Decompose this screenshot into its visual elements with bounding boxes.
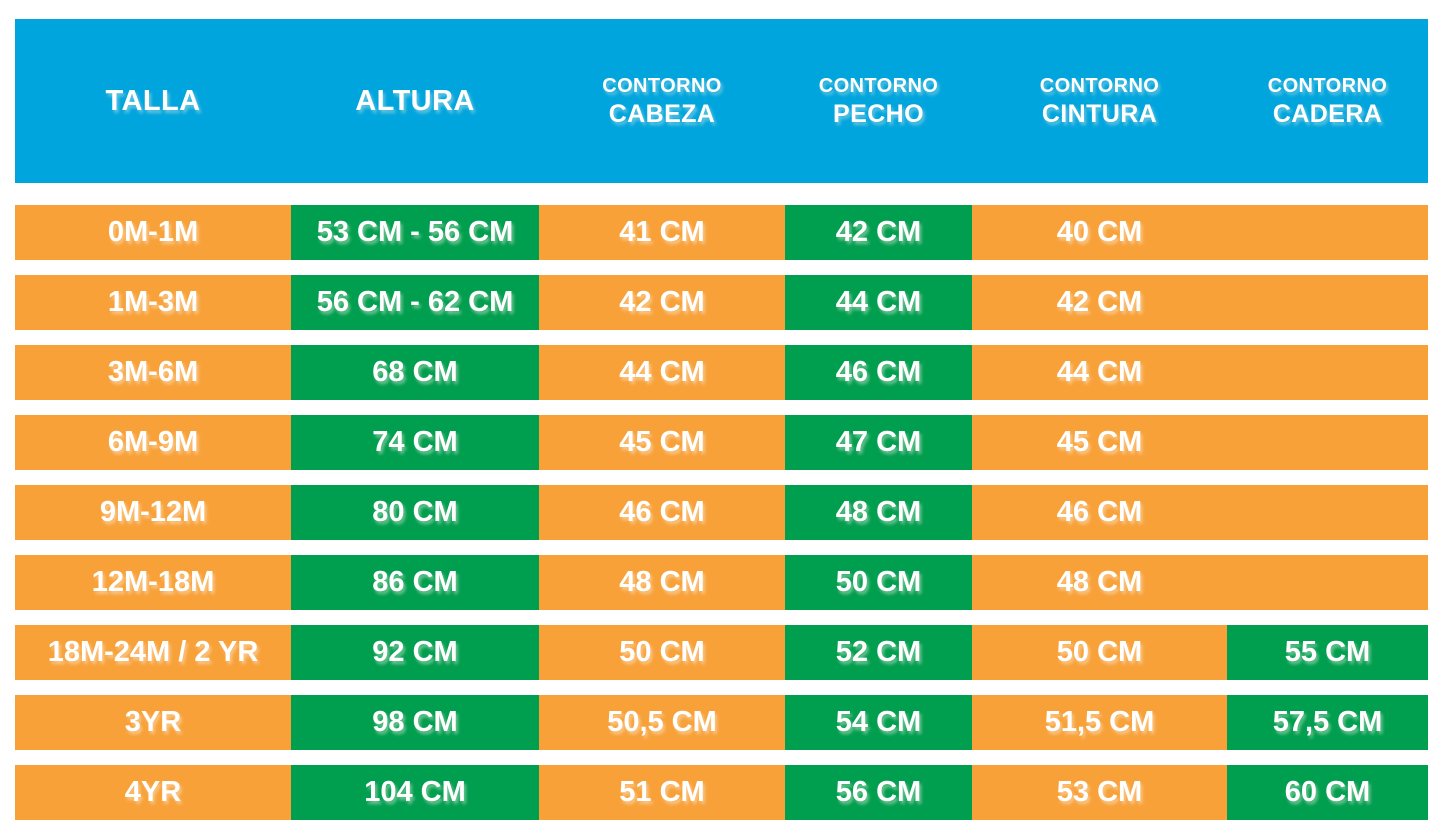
table-row: 6M-9M 74 CM 45 CM 47 CM 45 CM xyxy=(15,415,1428,470)
cell-contorno-cabeza: 51 CM xyxy=(539,765,785,820)
header-cell-altura: ALTURA xyxy=(291,19,539,183)
cell-contorno-pecho: 52 CM xyxy=(785,625,972,680)
cell-altura: 53 CM - 56 CM xyxy=(291,205,539,260)
cell-altura: 104 CM xyxy=(291,765,539,820)
cell-contorno-cabeza: 50,5 CM xyxy=(539,695,785,750)
cell-contorno-cintura: 51,5 CM xyxy=(972,695,1227,750)
cell-talla: 12M-18M xyxy=(15,555,291,610)
cell-altura: 86 CM xyxy=(291,555,539,610)
cell-contorno-cintura: 42 CM xyxy=(972,275,1227,330)
cell-talla: 3YR xyxy=(15,695,291,750)
cell-contorno-pecho: 46 CM xyxy=(785,345,972,400)
cell-altura: 92 CM xyxy=(291,625,539,680)
cell-altura: 56 CM - 62 CM xyxy=(291,275,539,330)
cell-altura: 68 CM xyxy=(291,345,539,400)
cell-altura: 80 CM xyxy=(291,485,539,540)
table-row: 9M-12M 80 CM 46 CM 48 CM 46 CM xyxy=(15,485,1428,540)
header-cell-contorno-cadera: CONTORNO CADERA xyxy=(1227,19,1428,183)
table-row: 3M-6M 68 CM 44 CM 46 CM 44 CM xyxy=(15,345,1428,400)
table-row: 12M-18M 86 CM 48 CM 50 CM 48 CM xyxy=(15,555,1428,610)
cell-contorno-cabeza: 41 CM xyxy=(539,205,785,260)
cell-contorno-pecho: 47 CM xyxy=(785,415,972,470)
cell-contorno-cintura: 40 CM xyxy=(972,205,1227,260)
header-label-top: CONTORNO xyxy=(1039,74,1160,97)
cell-contorno-cabeza: 50 CM xyxy=(539,625,785,680)
table-row: 18M-24M / 2 YR 92 CM 50 CM 52 CM 50 CM 55 CM xyxy=(15,625,1428,680)
cell-contorno-cadera: 60 CM xyxy=(1227,765,1428,820)
cell-contorno-cabeza: 42 CM xyxy=(539,275,785,330)
cell-contorno-cadera xyxy=(1227,345,1428,400)
cell-contorno-pecho: 48 CM xyxy=(785,485,972,540)
cell-contorno-cadera xyxy=(1227,205,1428,260)
cell-contorno-cabeza: 46 CM xyxy=(539,485,785,540)
header-label: CADERA xyxy=(1272,99,1383,128)
cell-contorno-cintura: 44 CM xyxy=(972,345,1227,400)
cell-contorno-cadera xyxy=(1227,275,1428,330)
cell-contorno-pecho: 54 CM xyxy=(785,695,972,750)
cell-contorno-cintura: 50 CM xyxy=(972,625,1227,680)
cell-contorno-cabeza: 44 CM xyxy=(539,345,785,400)
cell-contorno-cabeza: 45 CM xyxy=(539,415,785,470)
cell-talla: 9M-12M xyxy=(15,485,291,540)
cell-talla: 4YR xyxy=(15,765,291,820)
table-row: 1M-3M 56 CM - 62 CM 42 CM 44 CM 42 CM xyxy=(15,275,1428,330)
header-cell-contorno-cintura: CONTORNO CINTURA xyxy=(972,19,1227,183)
cell-contorno-cadera xyxy=(1227,555,1428,610)
size-table-rows: 0M-1M 53 CM - 56 CM 41 CM 42 CM 40 CM 1M-3M 56… xyxy=(15,205,1428,820)
header-cell-contorno-cabeza: CONTORNO CABEZA xyxy=(539,19,785,183)
cell-contorno-pecho: 44 CM xyxy=(785,275,972,330)
header-label: ALTURA xyxy=(355,85,475,117)
cell-contorno-cabeza: 48 CM xyxy=(539,555,785,610)
header-label-top: CONTORNO xyxy=(818,74,939,97)
header-label: CINTURA xyxy=(1041,99,1158,128)
table-header: TALLA ALTURA CONTORNO CABEZA CONTORNO PE… xyxy=(15,19,1428,183)
table-row: 0M-1M 53 CM - 56 CM 41 CM 42 CM 40 CM xyxy=(15,205,1428,260)
cell-altura: 98 CM xyxy=(291,695,539,750)
cell-contorno-pecho: 50 CM xyxy=(785,555,972,610)
size-chart-table: TALLA ALTURA CONTORNO CABEZA CONTORNO PE… xyxy=(15,19,1428,820)
cell-talla: 3M-6M xyxy=(15,345,291,400)
header-label-top: CONTORNO xyxy=(602,74,722,97)
header-cell-contorno-pecho: CONTORNO PECHO xyxy=(785,19,972,183)
cell-altura: 74 CM xyxy=(291,415,539,470)
cell-contorno-cadera: 55 CM xyxy=(1227,625,1428,680)
cell-contorno-pecho: 56 CM xyxy=(785,765,972,820)
header-label: TALLA xyxy=(105,85,201,117)
header-cell-talla: TALLA xyxy=(15,19,291,183)
cell-contorno-cintura: 48 CM xyxy=(972,555,1227,610)
header-label-top: CONTORNO xyxy=(1267,74,1388,97)
cell-talla: 0M-1M xyxy=(15,205,291,260)
cell-talla: 18M-24M / 2 YR xyxy=(15,625,291,680)
cell-contorno-cintura: 53 CM xyxy=(972,765,1227,820)
cell-contorno-cadera: 57,5 CM xyxy=(1227,695,1428,750)
cell-contorno-pecho: 42 CM xyxy=(785,205,972,260)
cell-contorno-cadera xyxy=(1227,415,1428,470)
table-row: 4YR 104 CM 51 CM 56 CM 53 CM 60 CM xyxy=(15,765,1428,820)
cell-contorno-cadera xyxy=(1227,485,1428,540)
header-label: PECHO xyxy=(833,99,924,128)
cell-talla: 1M-3M xyxy=(15,275,291,330)
header-label: CABEZA xyxy=(608,99,716,128)
table-row: 3YR 98 CM 50,5 CM 54 CM 51,5 CM 57,5 CM xyxy=(15,695,1428,750)
cell-contorno-cintura: 45 CM xyxy=(972,415,1227,470)
cell-talla: 6M-9M xyxy=(15,415,291,470)
cell-contorno-cintura: 46 CM xyxy=(972,485,1227,540)
